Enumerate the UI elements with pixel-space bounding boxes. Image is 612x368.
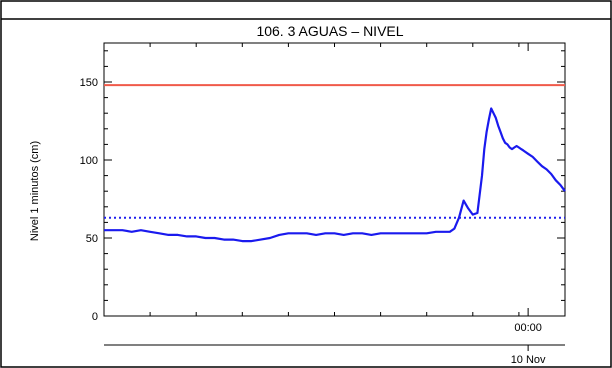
y-tick-label: 100 xyxy=(80,155,98,167)
y-tick-label: 0 xyxy=(92,311,98,323)
y-tick-label: 50 xyxy=(86,233,98,245)
plot-frame xyxy=(103,42,566,317)
x-tick-label: 00:00 xyxy=(514,322,542,334)
series-line xyxy=(104,107,566,243)
y-tick-label: 150 xyxy=(80,77,98,89)
date-axis-label: 10 Nov xyxy=(511,354,546,366)
chart-title: 106. 3 AGUAS – NIVEL xyxy=(256,23,403,39)
y-axis-label: Nivel 1 minutos (cm) xyxy=(29,141,41,241)
plot-layer: 0 50 100 150 00:00 10 Nov xyxy=(80,42,566,366)
